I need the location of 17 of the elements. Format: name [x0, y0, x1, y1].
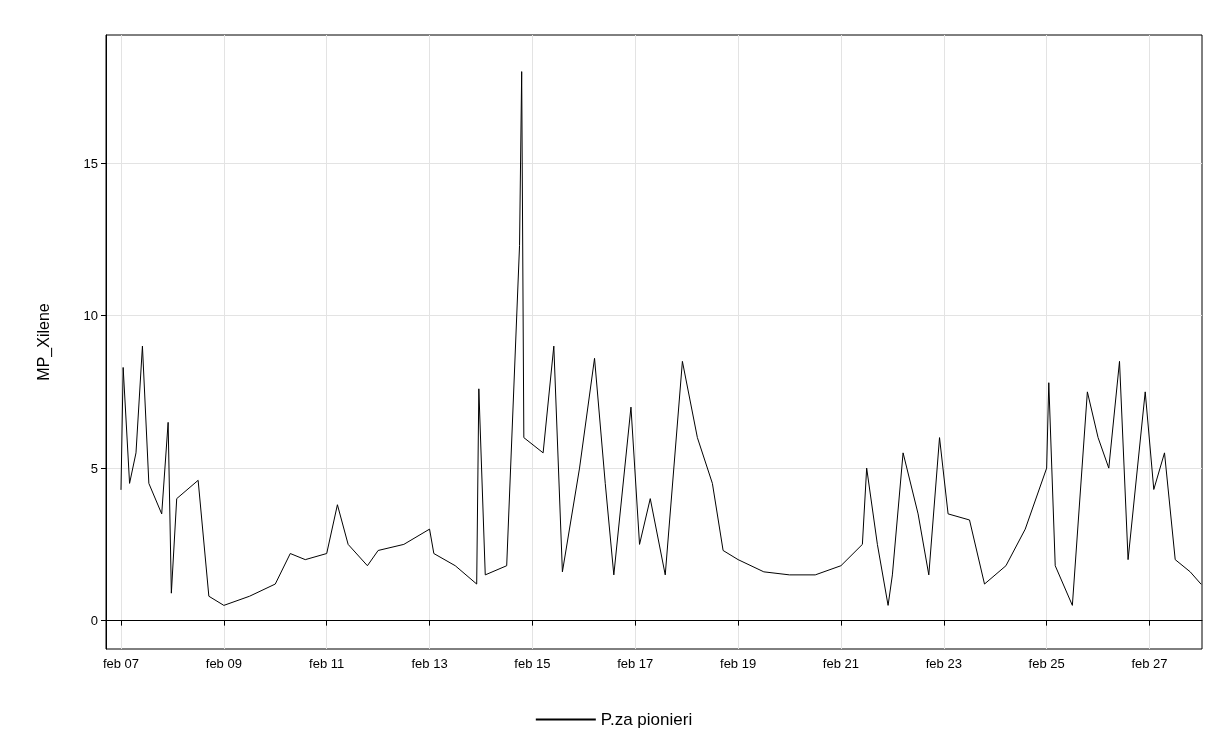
x-tick-label: feb 11 — [309, 656, 345, 671]
y-tick-label: 15 — [83, 155, 98, 171]
y-tick-label: 5 — [90, 460, 98, 476]
legend-label: P.za pionieri — [600, 710, 693, 729]
x-tick-label: feb 09 — [205, 656, 242, 671]
y-axis-title: MP_Xilene — [34, 303, 53, 381]
x-tick-label: feb 13 — [411, 656, 448, 671]
x-tick-label: feb 15 — [514, 656, 551, 671]
x-tick-label: feb 19 — [720, 656, 757, 671]
y-tick-label: 0 — [90, 613, 98, 629]
x-tick-label: feb 25 — [1028, 656, 1065, 671]
x-tick-label: feb 07 — [102, 656, 140, 671]
x-tick-label: feb 21 — [822, 656, 860, 671]
y-tick-label: 10 — [83, 308, 98, 324]
x-tick-label: feb 27 — [1131, 656, 1168, 671]
x-tick-label: feb 23 — [925, 656, 962, 671]
x-tick-label: feb 17 — [617, 656, 654, 671]
